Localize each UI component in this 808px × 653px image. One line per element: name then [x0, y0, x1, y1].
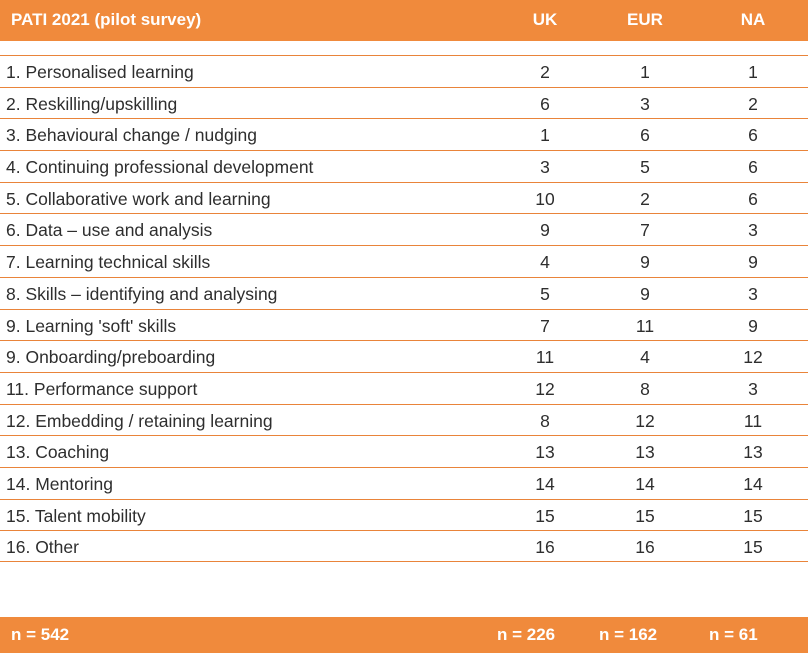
- cell-na: 3: [748, 283, 758, 304]
- cell-na: 11: [743, 410, 763, 431]
- cell-eur: 7: [640, 220, 650, 241]
- cell-eur: 2: [640, 188, 650, 209]
- cell-uk: 12: [535, 378, 555, 399]
- column-header-uk: UK: [532, 10, 558, 29]
- cell-eur: 6: [640, 125, 650, 146]
- cell-eur: 9: [640, 252, 650, 273]
- cell-uk: 2: [540, 62, 550, 82]
- table-row: 9. Learning 'soft' skills 7 11 9: [0, 308, 808, 341]
- cell-uk: 15: [535, 505, 555, 526]
- cell-eur: 9: [640, 283, 650, 304]
- row-label: 11. Performance support: [6, 378, 198, 399]
- cell-uk: 14: [535, 473, 555, 494]
- cell-eur: 4: [640, 347, 650, 368]
- cell-uk: 16: [535, 537, 555, 558]
- cell-uk: 4: [540, 252, 550, 273]
- row-label: 15. Talent mobility: [6, 505, 146, 526]
- cell-na: 6: [748, 157, 758, 178]
- row-label: 7. Learning technical skills: [6, 252, 211, 273]
- cell-na: 6: [748, 188, 758, 209]
- cell-na: 9: [748, 252, 758, 273]
- table-row: 15. Talent mobility 15 15 15: [0, 498, 808, 531]
- row-label: 14. Mentoring: [6, 473, 114, 494]
- cell-uk: 5: [540, 283, 550, 304]
- cell-uk: 1: [540, 125, 550, 146]
- table-row: 12. Embedding / retaining learning 8 12 11: [0, 403, 808, 436]
- cell-na: 9: [748, 315, 758, 336]
- row-label: 9. Onboarding/preboarding: [6, 347, 216, 368]
- sample-size-eur: n = 162: [599, 625, 658, 644]
- cell-na: 1: [748, 62, 758, 82]
- row-label: 12. Embedding / retaining learning: [6, 410, 273, 431]
- table-title: PATI 2021 (pilot survey): [11, 10, 202, 29]
- row-label: 8. Skills – identifying and analysing: [6, 283, 278, 304]
- cell-na: 3: [748, 378, 758, 399]
- sample-size-uk: n = 226: [497, 625, 556, 644]
- cell-uk: 13: [535, 442, 555, 463]
- cell-eur: 1: [640, 62, 650, 82]
- cell-eur: 5: [640, 157, 650, 178]
- row-label: 9. Learning 'soft' skills: [6, 315, 177, 336]
- table-row: 6. Data – use and analysis 9 7 3: [0, 213, 808, 245]
- cell-na: 3: [748, 220, 758, 241]
- table-row: 7. Learning technical skills 4 9 9: [0, 245, 808, 277]
- cell-uk: 3: [540, 157, 550, 178]
- table-row: 3. Behavioural change / nudging 1 6 6: [0, 118, 808, 150]
- cell-na: 12: [743, 347, 763, 368]
- row-label: 13. Coaching: [6, 442, 110, 463]
- table-row: 16. Other 16 16 15: [0, 530, 808, 562]
- cell-uk: 7: [540, 315, 550, 336]
- cell-uk: 10: [535, 188, 555, 209]
- row-label: 16. Other: [6, 537, 79, 558]
- table-row: 1. Personalised learning 2 1 1: [0, 55, 808, 87]
- cell-na: 15: [743, 505, 763, 526]
- table-row: 2. Reskilling/upskilling 6 3 2: [0, 86, 808, 119]
- cell-eur: 14: [635, 473, 655, 494]
- ranking-table-body: 1. Personalised learning 2 1 1 2. Reskilling…: [0, 55, 808, 562]
- row-label: 6. Data – use and analysis: [6, 220, 213, 241]
- sample-size-total: n = 542: [11, 625, 70, 644]
- table-row: 8. Skills – identifying and analysing 5 9 3: [0, 276, 808, 309]
- cell-eur: 15: [635, 505, 655, 526]
- cell-eur: 3: [640, 93, 650, 114]
- table-row: 5. Collaborative work and learning 10 2 6: [0, 181, 808, 214]
- table-header: PATI 2021 (pilot survey) UK EUR NA: [0, 0, 808, 41]
- cell-uk: 11: [535, 347, 555, 368]
- cell-uk: 9: [540, 220, 550, 241]
- cell-eur: 11: [635, 315, 655, 336]
- table-row: 4. Continuing professional development 3 5…: [0, 150, 808, 182]
- row-label: 1. Personalised learning: [6, 62, 194, 82]
- cell-na: 15: [743, 537, 763, 558]
- cell-eur: 8: [640, 378, 650, 399]
- cell-na: 14: [743, 473, 763, 494]
- row-label: 3. Behavioural change / nudging: [6, 125, 258, 146]
- cell-eur: 13: [635, 442, 655, 463]
- table-footer: n = 542 n = 226 n = 162 n = 61: [0, 617, 808, 653]
- cell-eur: 12: [635, 410, 655, 431]
- cell-uk: 8: [540, 410, 550, 431]
- cell-uk: 6: [540, 93, 550, 114]
- cell-eur: 16: [635, 537, 655, 558]
- cell-na: 13: [743, 442, 763, 463]
- cell-na: 6: [748, 125, 758, 146]
- table-row: 13. Coaching 13 13 13: [0, 435, 808, 467]
- column-header-eur: EUR: [627, 10, 663, 29]
- cell-na: 2: [748, 93, 758, 114]
- row-label: 5. Collaborative work and learning: [6, 188, 271, 209]
- column-header-na: NA: [740, 10, 766, 29]
- table-row: 14. Mentoring 14 14 14: [0, 466, 808, 499]
- sample-size-na: n = 61: [709, 625, 758, 644]
- table-row: 11. Performance support 12 8 3: [0, 371, 808, 404]
- table-row: 9. Onboarding/preboarding 11 4 12: [0, 340, 808, 372]
- row-label: 4. Continuing professional development: [6, 157, 314, 178]
- row-label: 2. Reskilling/upskilling: [6, 93, 178, 114]
